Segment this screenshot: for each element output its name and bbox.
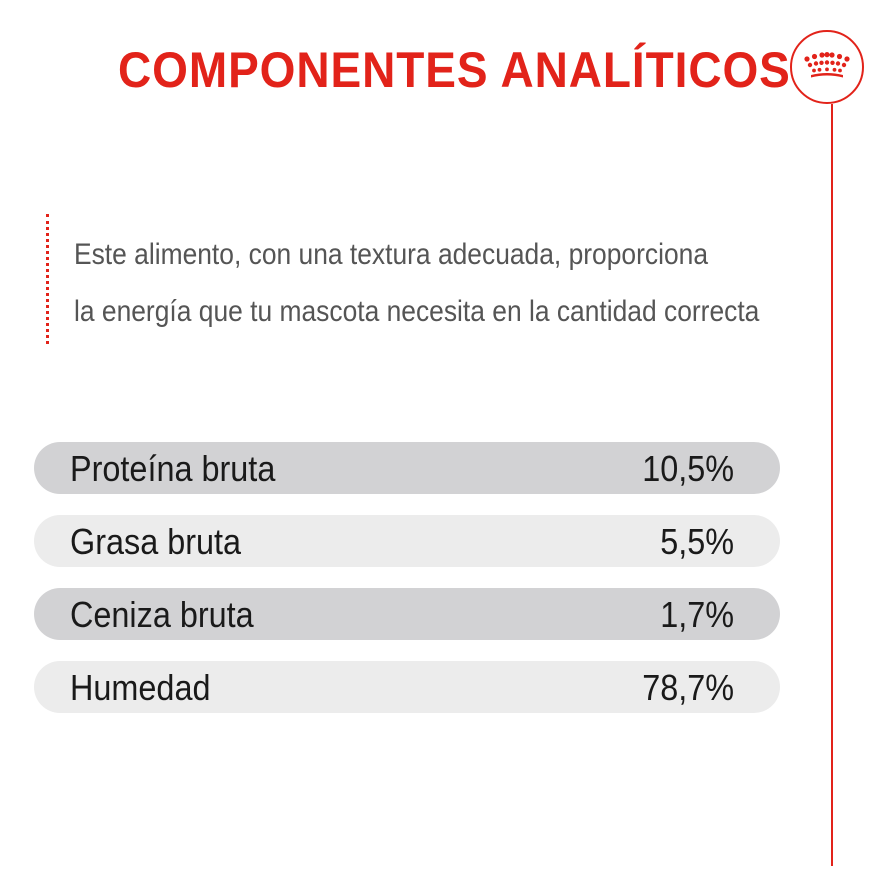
nutrient-row: Humedad 78,7% — [34, 661, 780, 713]
brand-badge — [790, 30, 864, 104]
nutrient-value: 1,7% — [660, 594, 734, 635]
nutrient-name: Ceniza bruta — [70, 594, 254, 635]
nutrient-row: Grasa bruta 5,5% — [34, 515, 780, 567]
nutrient-row: Proteína bruta 10,5% — [34, 442, 780, 494]
dotted-accent-rule — [46, 214, 51, 344]
nutrient-name: Grasa bruta — [70, 521, 242, 562]
nutrient-row: Ceniza bruta 1,7% — [34, 588, 780, 640]
intro-text: Este alimento, con una textura adecuada,… — [74, 226, 760, 340]
intro-line: la energía que tu mascota necesita en la… — [74, 295, 760, 328]
intro-line: Este alimento, con una textura adecuada,… — [74, 238, 709, 271]
page-title: COMPONENTES ANALÍTICOS — [118, 42, 791, 98]
nutrient-table: Proteína bruta 10,5% Grasa bruta 5,5% Ce… — [34, 442, 780, 734]
brand-divider-line — [831, 104, 833, 866]
nutrient-value: 10,5% — [642, 448, 734, 489]
nutrient-value: 78,7% — [642, 667, 734, 708]
nutrient-name: Humedad — [70, 667, 211, 708]
nutrient-value: 5,5% — [660, 521, 734, 562]
nutrient-name: Proteína bruta — [70, 448, 276, 489]
crown-icon — [804, 52, 850, 78]
